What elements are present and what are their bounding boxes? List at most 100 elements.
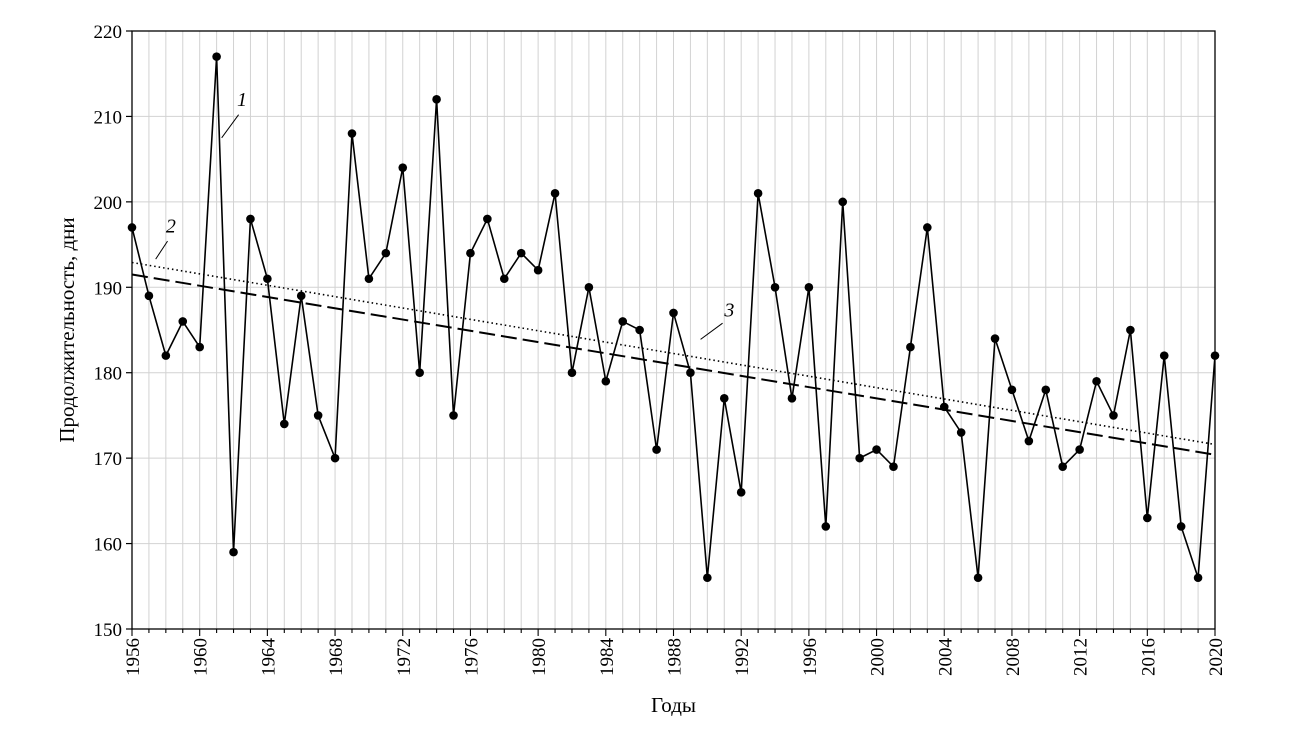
data-point — [1024, 436, 1034, 446]
annotation-label-2: 2 — [166, 216, 176, 238]
annotation-leader-3 — [700, 322, 723, 340]
data-point — [1176, 522, 1186, 531]
data-point — [279, 419, 289, 429]
x-axis-ticks: 1956 1960 1964 1968 1972 1976 1980 1984 1988 1992… — [123, 629, 1227, 676]
data-point — [584, 282, 594, 292]
data-point — [1126, 325, 1135, 335]
x-tick-label: 1968 — [326, 638, 347, 676]
data-point — [838, 197, 848, 207]
annotation-leader-1 — [221, 114, 240, 139]
data-point — [144, 291, 154, 301]
data-point — [550, 189, 560, 198]
y-axis-title: Продолжительность, дни — [55, 217, 79, 442]
x-tick-label: 1992 — [732, 638, 753, 676]
data-point — [770, 282, 780, 292]
data-point — [229, 547, 238, 557]
data-point — [1159, 351, 1169, 360]
data-point — [686, 368, 695, 378]
data-point — [956, 428, 966, 437]
data-point — [398, 163, 408, 172]
y-tick-label: 150 — [94, 620, 123, 641]
x-tick-label: 1980 — [529, 638, 550, 676]
data-point — [415, 368, 424, 378]
data-point — [973, 573, 983, 583]
data-point — [499, 274, 509, 284]
data-point — [906, 342, 915, 352]
data-point — [533, 265, 543, 275]
trend-line-2 — [131, 261, 1216, 446]
data-point — [736, 488, 746, 497]
x-tick-label: 1976 — [461, 638, 482, 676]
data-point — [516, 248, 526, 258]
y-tick-label: 180 — [94, 364, 123, 385]
data-point — [263, 274, 272, 284]
data-point — [990, 334, 1000, 343]
y-tick-label: 200 — [94, 193, 123, 214]
y-tick-label: 170 — [94, 449, 123, 470]
data-point — [1193, 573, 1203, 583]
x-tick-label: 1996 — [800, 638, 821, 676]
data-point — [872, 445, 881, 454]
data-point — [787, 394, 797, 403]
data-point — [330, 453, 340, 463]
data-point — [449, 411, 458, 420]
x-tick-label: 1972 — [394, 638, 415, 676]
data-point — [1058, 462, 1068, 471]
data-point — [719, 394, 729, 403]
data-point — [703, 573, 712, 583]
data-point — [161, 351, 171, 360]
x-tick-label: 2012 — [1071, 638, 1092, 676]
y-tick-label: 210 — [94, 107, 123, 128]
data-point — [483, 214, 492, 224]
data-point — [889, 462, 898, 471]
grid — [131, 30, 1216, 630]
x-tick-label: 2000 — [868, 638, 889, 676]
annotation-leader-2 — [155, 240, 168, 260]
data-point — [1041, 385, 1051, 395]
data-point — [1075, 445, 1084, 454]
data-point — [313, 411, 323, 420]
data-point — [296, 291, 306, 301]
series-annotations: 1 2 3 — [155, 89, 734, 340]
data-point — [1092, 376, 1101, 386]
data-point — [178, 317, 188, 326]
data-point — [652, 445, 661, 454]
x-tick-label: 1964 — [258, 638, 279, 677]
y-tick-label: 220 — [94, 22, 123, 43]
y-tick-label: 190 — [94, 278, 123, 299]
data-point — [821, 522, 831, 531]
x-tick-label: 1984 — [597, 638, 618, 677]
x-tick-label: 2008 — [1003, 638, 1024, 676]
x-tick-label: 2020 — [1206, 638, 1227, 676]
annotation-label-3: 3 — [723, 299, 734, 321]
data-point — [212, 52, 221, 61]
x-axis-title: Годы — [651, 693, 696, 717]
data-point — [923, 223, 932, 232]
data-point — [381, 248, 391, 258]
data-points — [127, 52, 1220, 583]
x-tick-label: 2004 — [935, 638, 956, 677]
data-point — [804, 282, 814, 292]
data-point — [939, 402, 949, 412]
data-point — [1007, 385, 1017, 395]
data-point — [246, 214, 255, 224]
data-point — [432, 95, 441, 104]
y-axis-ticks: 150 160 170 180 190 200 210 220 — [94, 22, 132, 641]
data-point — [347, 129, 357, 138]
annotation-label-1: 1 — [237, 89, 247, 111]
x-tick-label: 2016 — [1138, 638, 1159, 676]
data-point — [466, 248, 475, 258]
data-point — [753, 189, 763, 198]
data-point — [601, 376, 611, 386]
data-point — [567, 368, 577, 378]
data-point — [635, 325, 644, 335]
x-tick-label: 1960 — [191, 638, 212, 676]
x-tick-label: 1956 — [123, 638, 144, 676]
y-tick-label: 160 — [94, 535, 123, 556]
data-point — [618, 317, 628, 326]
x-tick-label: 1988 — [665, 638, 686, 676]
data-point — [669, 308, 678, 318]
data-point — [1109, 411, 1118, 420]
data-point — [855, 453, 864, 463]
